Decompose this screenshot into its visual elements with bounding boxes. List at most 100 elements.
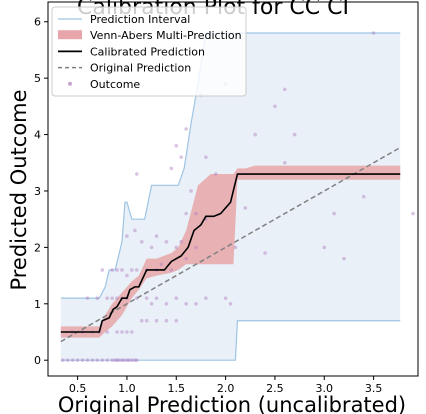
- outcome-point: [122, 358, 126, 363]
- outcome-point: [263, 251, 267, 255]
- legend-label: Venn-Abers Multi-Prediction: [90, 29, 242, 42]
- outcome-point: [332, 211, 336, 216]
- original-prediction-path: [60, 146, 401, 343]
- outcome-point: [95, 296, 100, 300]
- outcome-point: [154, 296, 159, 300]
- outcome-point: [179, 239, 183, 244]
- outcome-point: [411, 211, 415, 216]
- legend-box: [51, 6, 247, 97]
- outcome-point: [322, 245, 327, 250]
- outcome-point: [149, 245, 154, 250]
- outcome-point: [164, 318, 169, 323]
- outcome-point: [243, 206, 248, 210]
- legend-label: Outcome: [90, 78, 140, 91]
- legend: Prediction Interval Venn-Abers Multi-Pred…: [51, 6, 247, 97]
- outcome-point: [184, 301, 188, 306]
- y-tick-label: 6: [34, 16, 41, 29]
- x-tick-label: 0.5: [69, 382, 87, 395]
- outcome-point: [105, 296, 109, 300]
- outcome-point: [159, 262, 164, 267]
- outcome-point: [110, 358, 114, 363]
- outcome-point: [189, 189, 193, 193]
- legend-label: Calibrated Prediction: [90, 45, 205, 58]
- outcome-point: [164, 301, 169, 306]
- outcome-point: [194, 211, 198, 216]
- outcome-point: [117, 358, 121, 363]
- outcome-point: [75, 358, 80, 363]
- outcome-point: [184, 211, 188, 216]
- legend-dot-swatch: [68, 81, 72, 86]
- outcome-point: [144, 296, 149, 300]
- outcome-point: [283, 87, 287, 92]
- outcome-point: [80, 358, 85, 363]
- venn-abers-band: [60, 165, 401, 338]
- outcome-point: [125, 330, 129, 334]
- y-tick-label: 2: [34, 241, 41, 254]
- outcome-point: [110, 268, 114, 272]
- outcome-point: [273, 104, 277, 109]
- outcome-point: [342, 256, 346, 261]
- x-tick-label: 1.5: [168, 382, 186, 395]
- outcome-point: [127, 358, 131, 363]
- outcome-point: [253, 132, 257, 137]
- outcome-point: [154, 318, 159, 323]
- outcome-point: [283, 160, 287, 165]
- outcome-point: [154, 234, 159, 238]
- outcome-point: [179, 155, 183, 159]
- outcome-point: [361, 194, 366, 199]
- prediction-interval-lower-edge: [60, 320, 401, 361]
- outcome-point: [223, 296, 228, 300]
- outcome-point: [115, 268, 119, 272]
- outcome-point: [169, 268, 174, 272]
- outcome-point: [228, 301, 233, 306]
- outcome-point: [113, 358, 117, 363]
- outcome-point: [115, 358, 119, 363]
- outcome-point: [139, 239, 144, 244]
- calibrated-prediction-line: [60, 173, 401, 333]
- x-tick-label: 1.0: [118, 382, 136, 395]
- outcome-point: [95, 358, 100, 363]
- outcome-point: [61, 358, 65, 363]
- outcome-point: [184, 256, 188, 261]
- outcome-point: [130, 330, 134, 334]
- x-tick-label: 3.5: [365, 382, 383, 395]
- outcome-point: [110, 296, 114, 300]
- outcome-point: [184, 127, 188, 131]
- outcome-point: [120, 330, 124, 334]
- y-tick-label: 0: [34, 354, 41, 367]
- y-axis-ticks: 0 1 2 3 4 5 6: [34, 16, 48, 367]
- outcome-point: [85, 296, 90, 300]
- outcome-point: [144, 318, 149, 323]
- outcome-point: [100, 268, 105, 272]
- outcome-point: [105, 330, 109, 334]
- outcome-point: [174, 318, 179, 323]
- outcome-point: [90, 358, 95, 363]
- outcome-point: [135, 358, 139, 363]
- outcome-point: [125, 358, 129, 363]
- outcome-point: [204, 296, 208, 300]
- outcome-point: [115, 296, 119, 300]
- legend-label: Original Prediction: [90, 62, 191, 75]
- outcome-point: [149, 301, 154, 306]
- legend-patch-swatch: [58, 30, 82, 40]
- outcome-point: [194, 245, 198, 250]
- y-tick-label: 5: [34, 72, 41, 85]
- outcome-point: [174, 296, 179, 300]
- x-axis-ticks: 0.5 1.0 1.5 2.0 2.5 3.0 3.5: [69, 376, 383, 395]
- outcome-point: [85, 358, 90, 363]
- outcome-point: [164, 239, 169, 244]
- outcome-point: [169, 166, 174, 171]
- legend-label: Prediction Interval: [90, 13, 190, 26]
- outcome-point: [120, 358, 124, 363]
- outcome-point: [130, 268, 134, 272]
- x-axis-title: Original Prediction (uncalibrated): [58, 393, 406, 414]
- y-tick-label: 1: [34, 298, 41, 311]
- outcome-point: [194, 301, 198, 306]
- original-prediction-line: [60, 146, 401, 343]
- y-tick-label: 3: [34, 185, 41, 198]
- plot-frame: [47, 1, 419, 377]
- outcome-point: [115, 330, 119, 334]
- outcome-point: [371, 31, 376, 35]
- outcome-point: [139, 318, 144, 323]
